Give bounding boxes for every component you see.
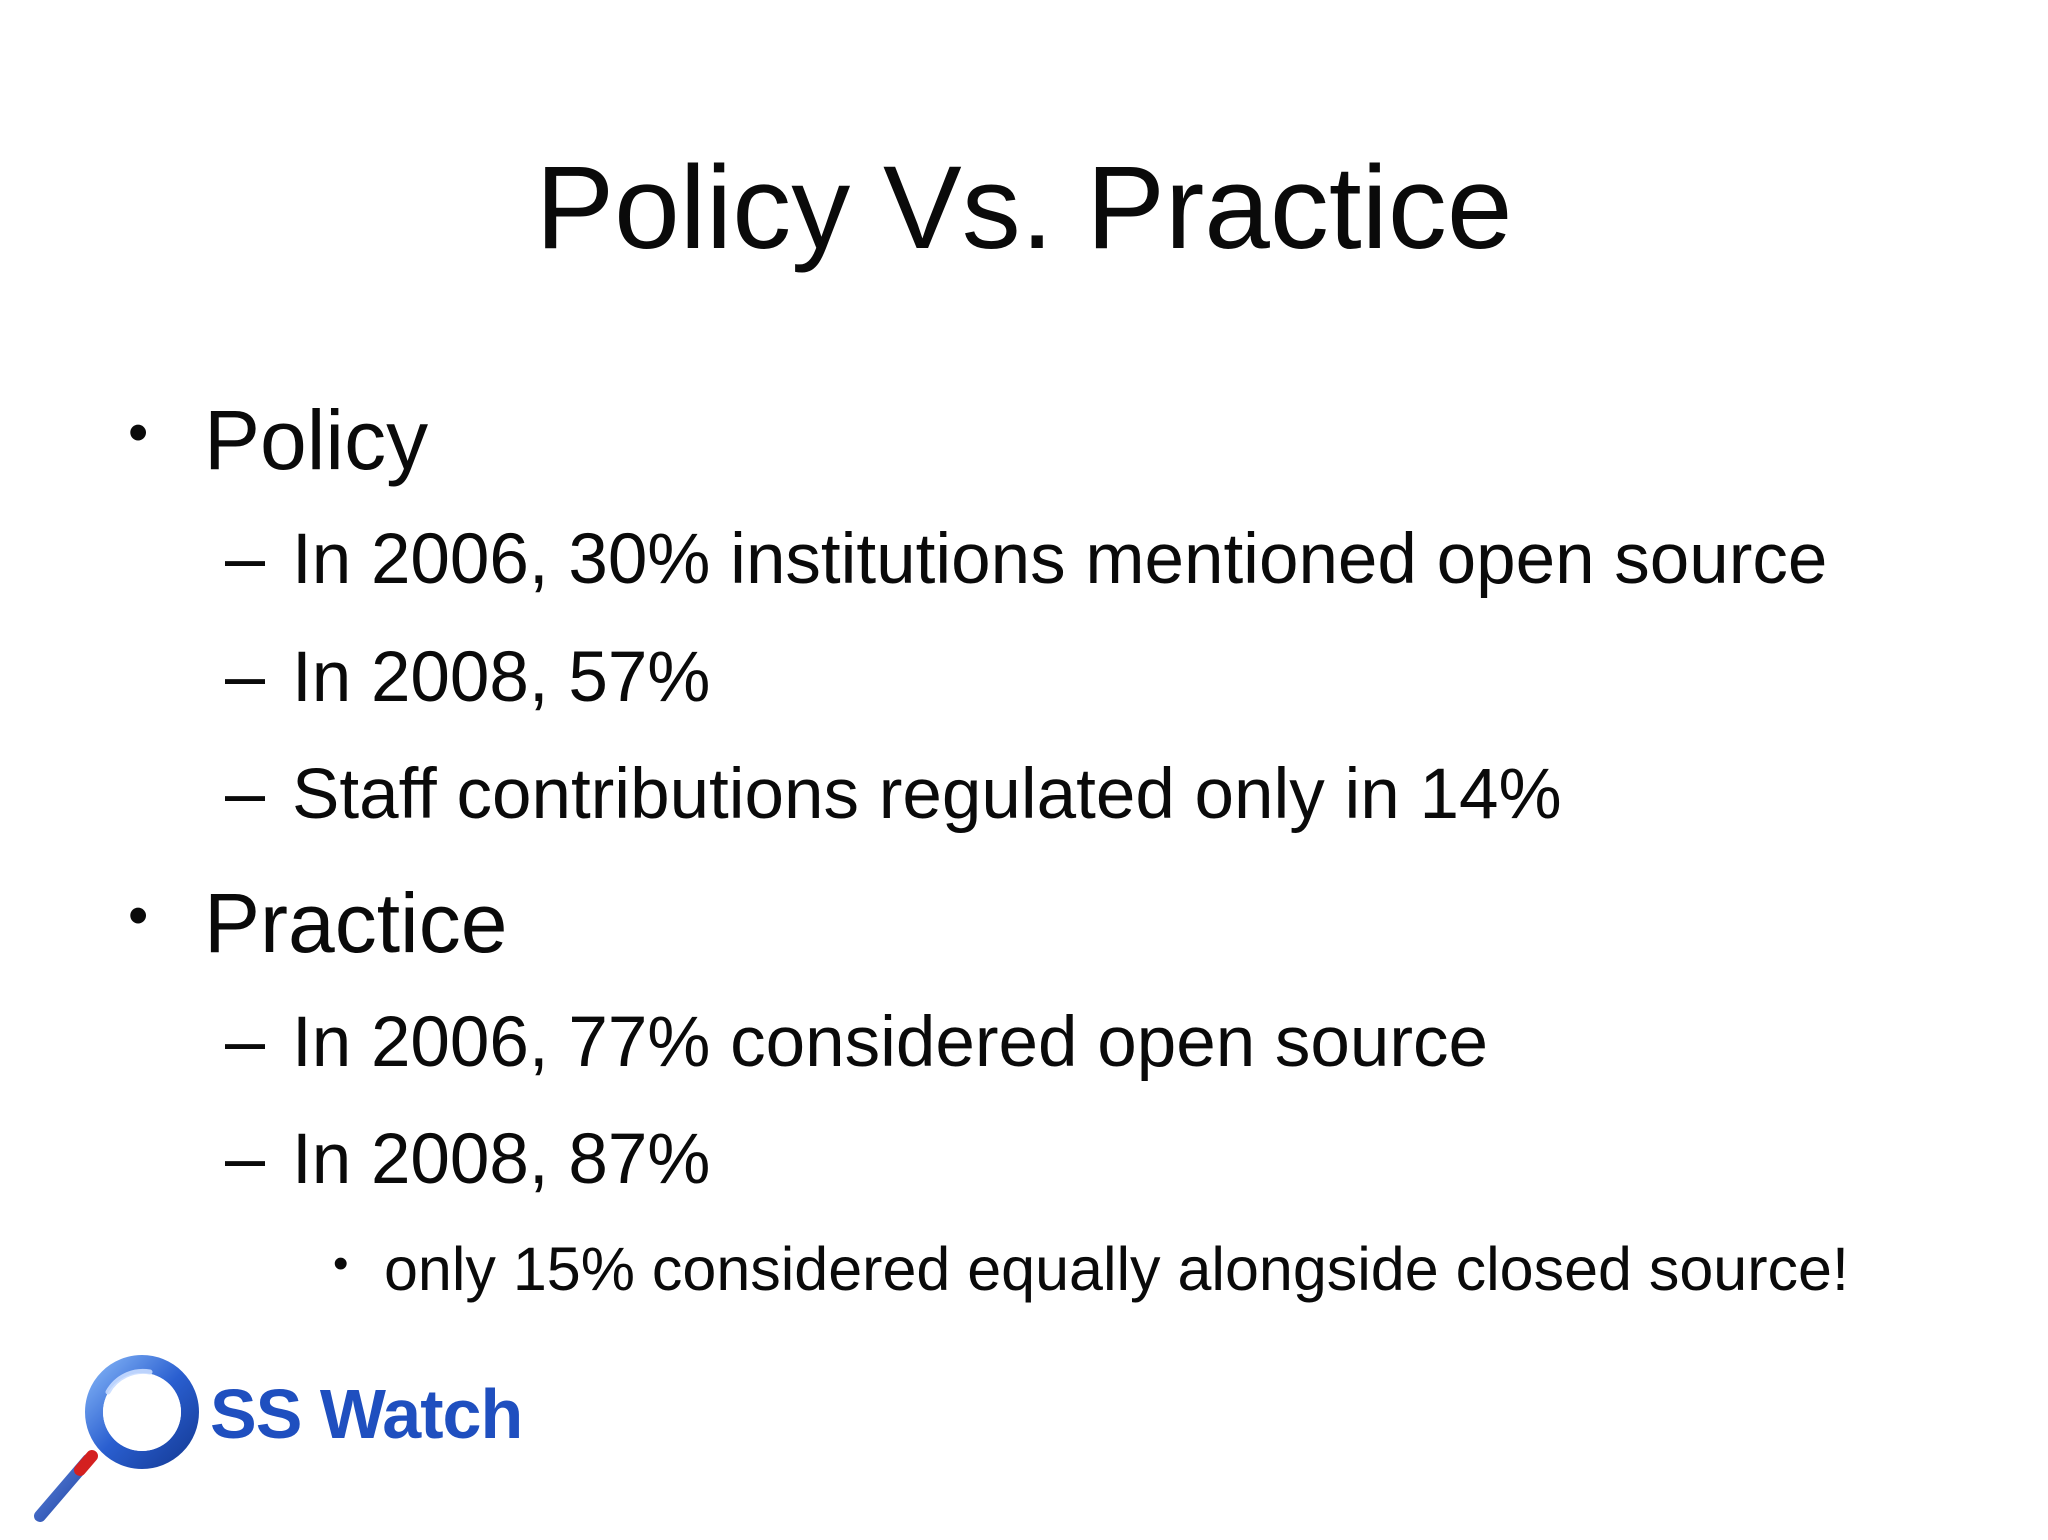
magnifier-icon bbox=[34, 1355, 199, 1522]
policy-item: In 2006, 30% institutions mentioned open… bbox=[292, 520, 1828, 599]
dash-marker: – bbox=[225, 1001, 266, 1081]
bullet-dot: • bbox=[128, 400, 149, 465]
dash-marker: – bbox=[225, 636, 266, 716]
oss-watch-logo: SS Watch bbox=[30, 1340, 550, 1540]
policy-heading: Policy bbox=[204, 393, 429, 487]
practice-heading: Practice bbox=[204, 876, 508, 970]
policy-item: In 2008, 57% bbox=[292, 638, 711, 717]
dash-marker: – bbox=[225, 753, 266, 833]
bullet-dot: • bbox=[128, 883, 149, 948]
practice-subitem: only 15% considered equally alongside cl… bbox=[384, 1235, 1849, 1303]
sub-bullet-dot: • bbox=[333, 1239, 349, 1288]
logo-text: SS Watch bbox=[210, 1375, 523, 1453]
slide-title: Policy Vs. Practice bbox=[535, 142, 1513, 274]
practice-item: In 2006, 77% considered open source bbox=[292, 1003, 1489, 1082]
dash-marker: – bbox=[225, 1118, 266, 1198]
policy-item: Staff contributions regulated only in 14… bbox=[292, 755, 1562, 834]
practice-item: In 2008, 87% bbox=[292, 1120, 711, 1199]
dash-marker: – bbox=[225, 518, 266, 598]
